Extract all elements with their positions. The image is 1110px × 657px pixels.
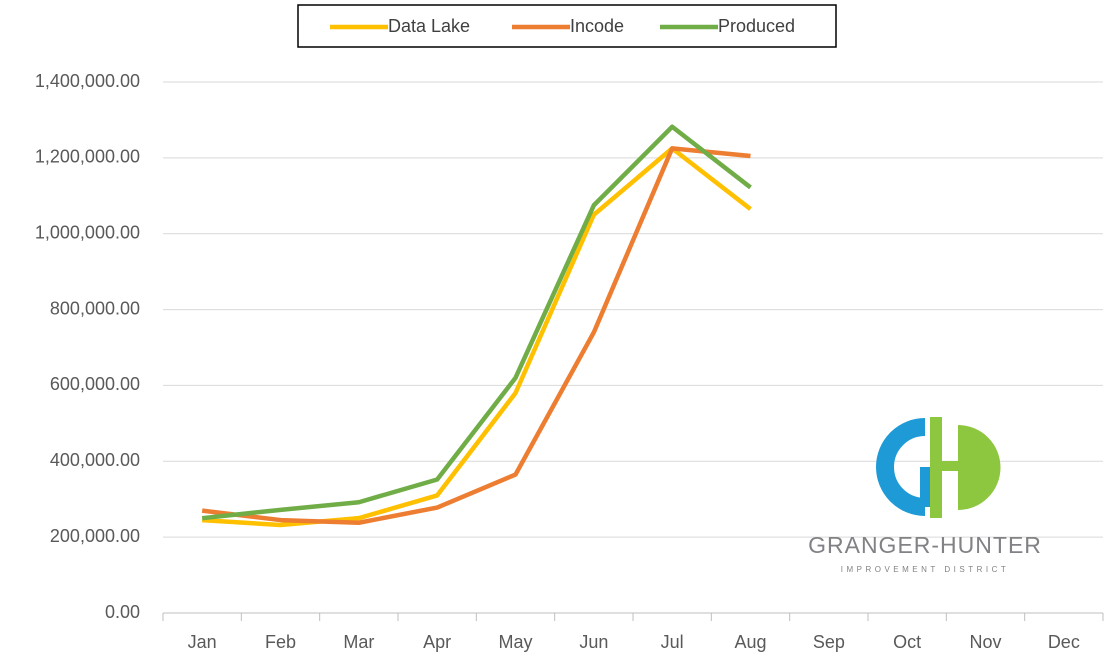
y-tick-label: 200,000.00 (50, 526, 140, 546)
legend-label: Incode (570, 16, 624, 36)
x-tick-label: Nov (969, 632, 1001, 652)
y-tick-label: 600,000.00 (50, 374, 140, 394)
x-tick-label: Mar (343, 632, 374, 652)
legend-label: Produced (718, 16, 795, 36)
logo-name: GRANGER-HUNTER (808, 532, 1042, 558)
x-tick-label: May (498, 632, 532, 652)
logo: GRANGER-HUNTER IMPROVEMENT DISTRICT (808, 417, 1042, 574)
y-tick-label: 800,000.00 (50, 298, 140, 318)
y-tick-label: 400,000.00 (50, 450, 140, 470)
logo-h-bar (930, 461, 970, 471)
x-tick-label: Jan (188, 632, 217, 652)
x-tick-label: Oct (893, 632, 921, 652)
x-tick-label: Aug (734, 632, 766, 652)
x-tick-label: Jul (661, 632, 684, 652)
series-line (201, 124, 752, 521)
series-line (202, 146, 752, 528)
x-tick-label: Dec (1048, 632, 1080, 652)
logo-tagline: IMPROVEMENT DISTRICT (841, 565, 1010, 574)
x-tick-label: Apr (423, 632, 451, 652)
logo-g (876, 418, 926, 516)
x-tick-label: Feb (265, 632, 296, 652)
x-tick-label: Jun (579, 632, 608, 652)
legend-label: Data Lake (388, 16, 470, 36)
y-tick-label: 1,200,000.00 (35, 147, 140, 167)
y-tick-label: 0.00 (105, 602, 140, 622)
y-tick-label: 1,000,000.00 (35, 222, 140, 242)
x-tick-label: Sep (813, 632, 845, 652)
series-line (201, 146, 751, 525)
logo-h-right (958, 425, 1001, 510)
y-tick-label: 1,400,000.00 (35, 71, 140, 91)
